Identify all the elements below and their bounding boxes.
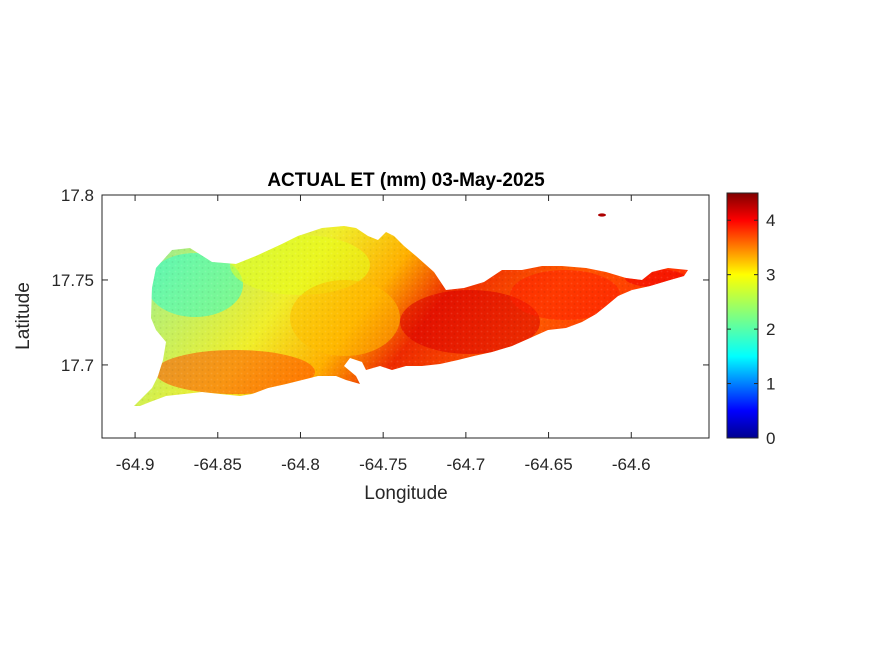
x-tick-label: -64.85 [194, 455, 242, 474]
colorbar: 0 1 2 3 4 [726, 192, 775, 448]
colorbar-ticks: 0 1 2 3 4 [727, 211, 775, 448]
colorbar-tick-label: 2 [766, 320, 775, 339]
x-axis-label: Longitude [364, 483, 447, 504]
x-tick-label: -64.8 [281, 455, 320, 474]
colorbar-tick-label: 4 [766, 211, 775, 230]
x-tick-label: -64.7 [446, 455, 485, 474]
y-axis-label: Latitude [13, 282, 34, 350]
y-tick-label: 17.75 [51, 271, 94, 290]
x-axis: -64.9 -64.85 -64.8 -64.75 -64.7 -64.65 -64.6 [116, 195, 651, 474]
colorbar-tick-label: 1 [766, 375, 775, 394]
colorbar-gradient [726, 192, 759, 439]
et-map [134, 213, 688, 406]
y-tick-label: 17.7 [61, 356, 94, 375]
x-tick-label: -64.6 [612, 455, 651, 474]
colorbar-tick-label: 3 [766, 266, 775, 285]
x-tick-label: -64.65 [524, 455, 572, 474]
colorbar-tick-label: 0 [766, 429, 775, 448]
texture-overlay [134, 226, 688, 406]
region-islet [598, 213, 606, 217]
x-tick-label: -64.9 [116, 455, 155, 474]
plot-frame [101, 194, 710, 439]
y-axis: 17.7 17.75 17.8 [51, 186, 709, 375]
chart-title: ACTUAL ET (mm) 03-May-2025 [267, 170, 545, 191]
y-tick-label: 17.8 [61, 186, 94, 205]
x-tick-label: -64.75 [359, 455, 407, 474]
